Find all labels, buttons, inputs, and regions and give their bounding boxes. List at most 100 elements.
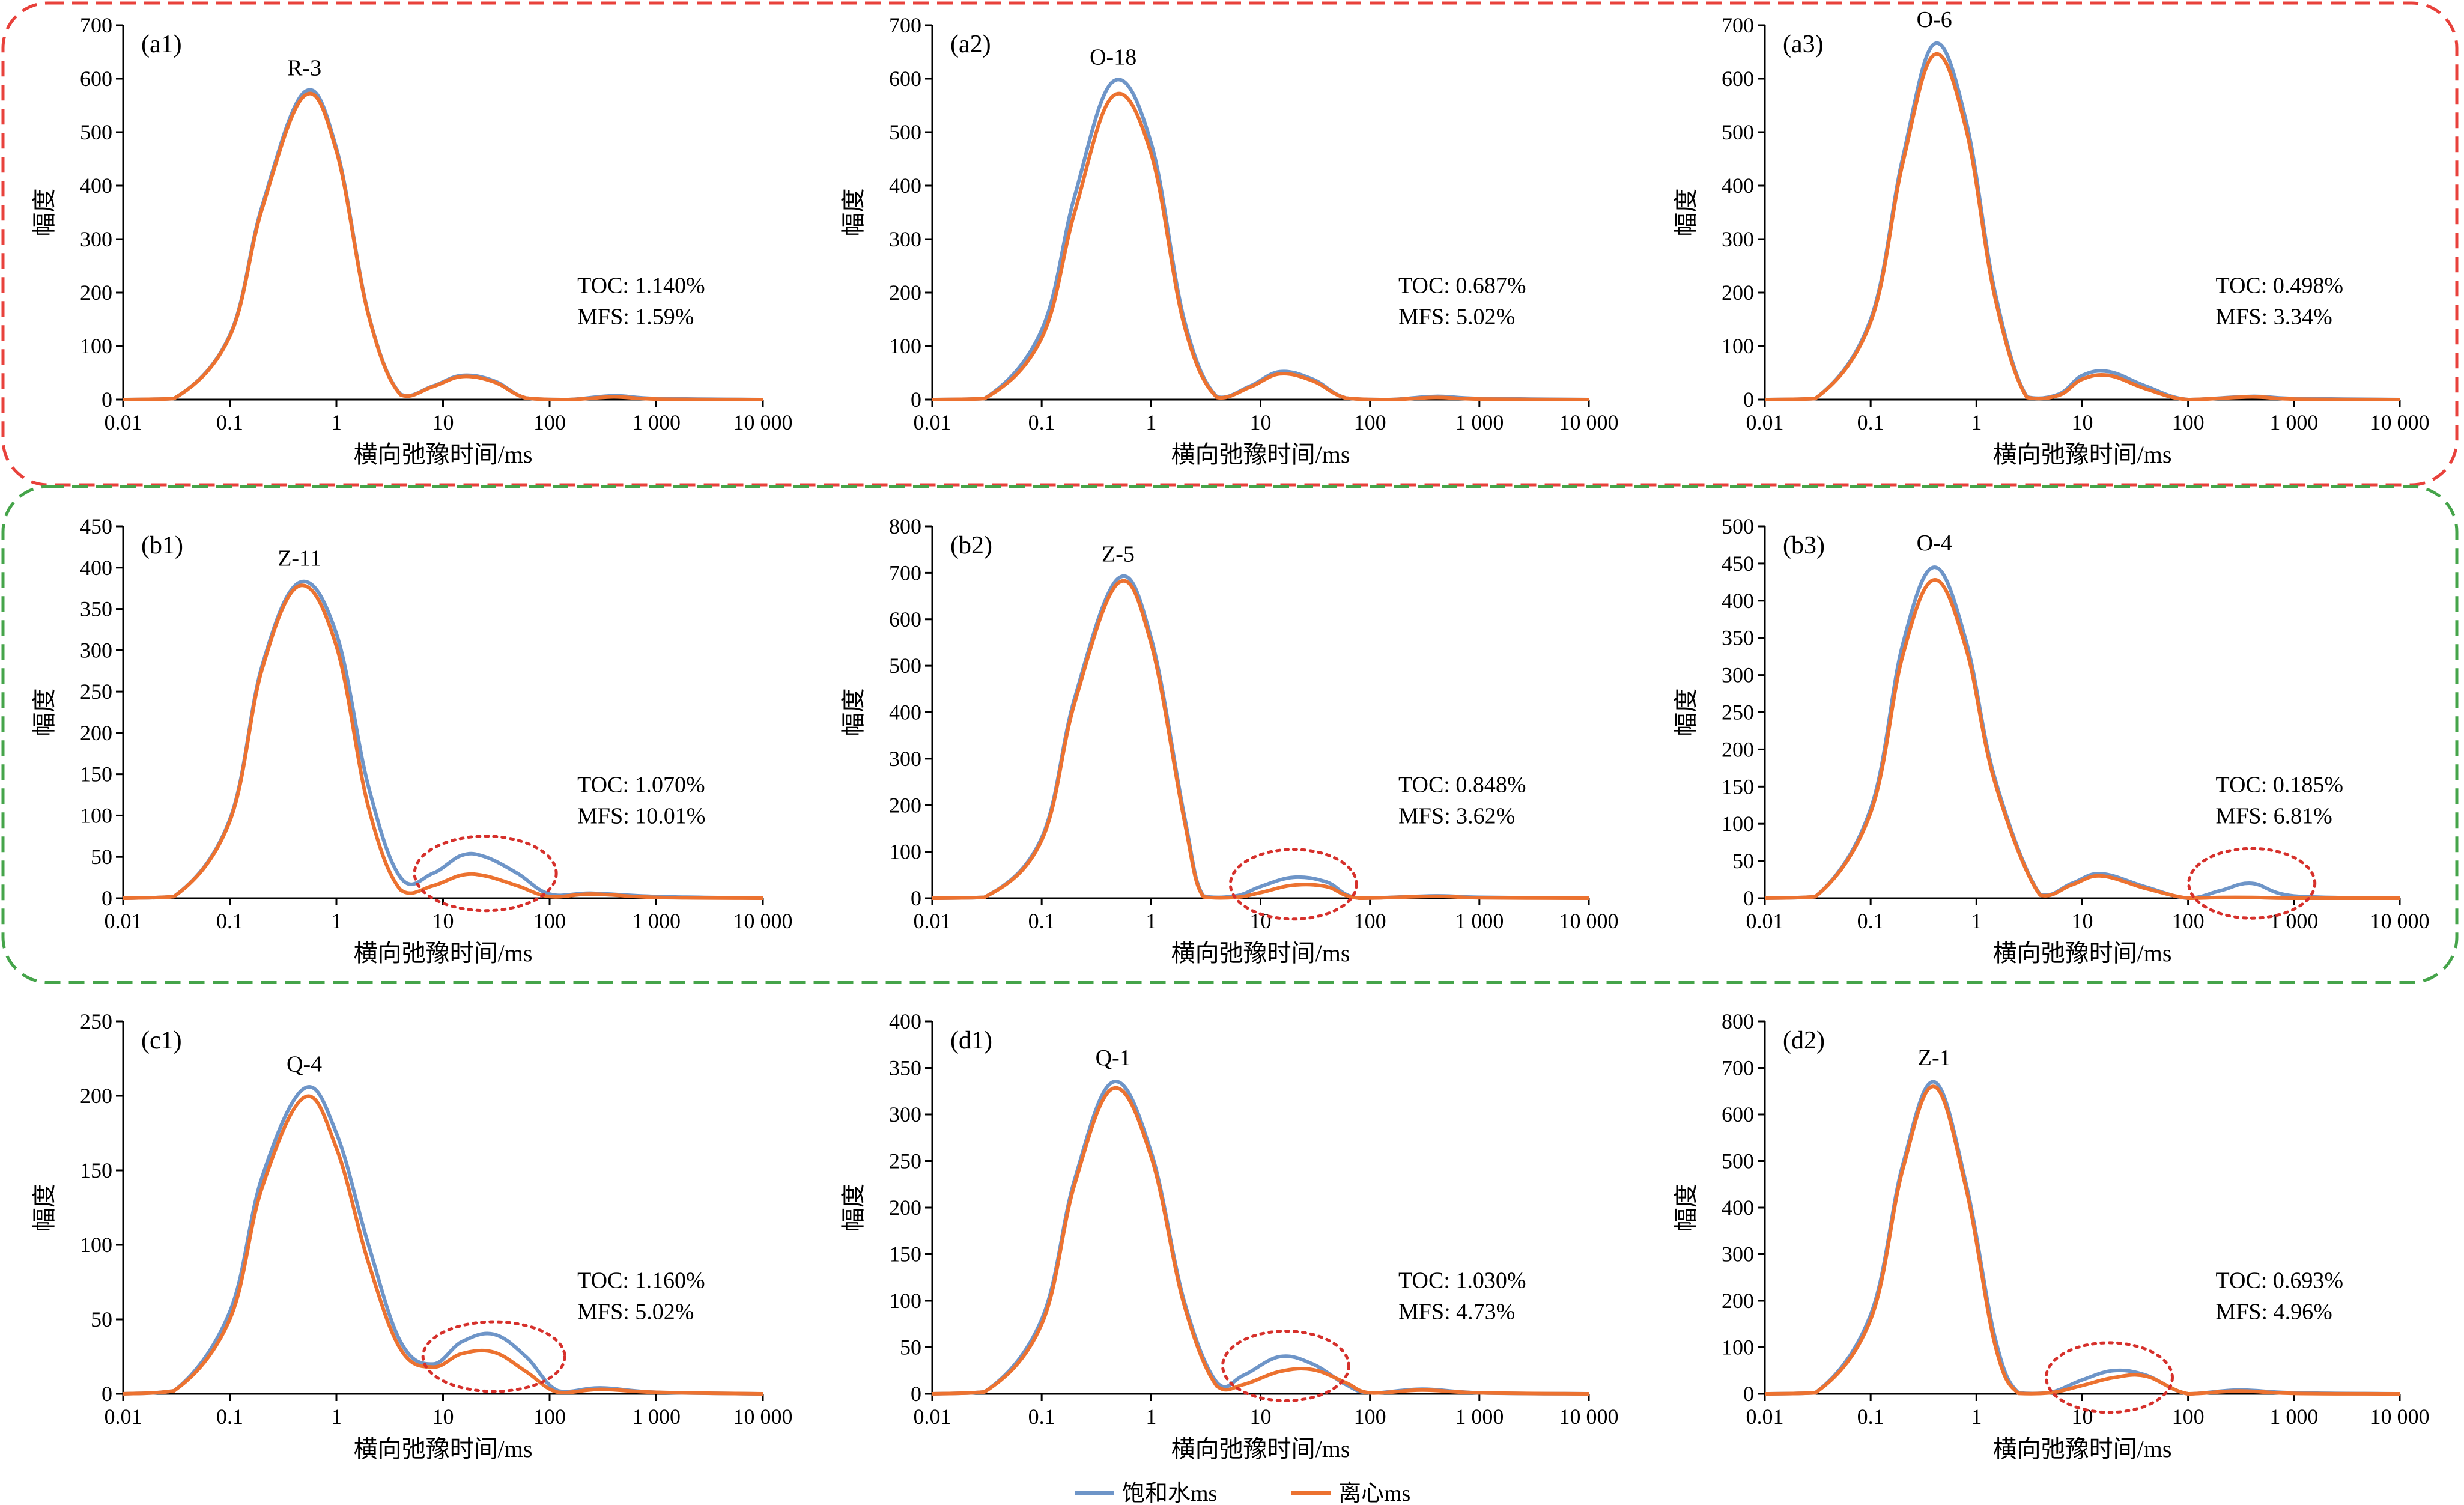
panel-label: (b3) <box>1783 532 1825 559</box>
x-tick-label: 10 000 <box>1559 410 1619 434</box>
y-tick-label: 500 <box>1722 120 1754 144</box>
group-box-b <box>1 485 2459 984</box>
mfs-note: MFS: 5.02% <box>577 1299 694 1324</box>
y-tick-label: 400 <box>80 174 112 198</box>
x-tick-label: 0.01 <box>105 909 142 933</box>
x-tick-label: 0.1 <box>216 909 243 933</box>
x-tick-label: 10 000 <box>733 909 793 933</box>
y-tick-label: 350 <box>1722 626 1754 650</box>
y-axis-title: 幅度 <box>840 189 867 237</box>
x-tick-label: 1 000 <box>2269 410 2318 434</box>
x-tick-label: 0.01 <box>1746 410 1784 434</box>
legend: 饱和水ms 离心ms <box>1075 1481 1410 1505</box>
y-axis-title: 幅度 <box>1672 189 1699 237</box>
y-tick-label: 500 <box>1722 514 1754 538</box>
y-tick-label: 0 <box>102 1382 112 1406</box>
sample-label: Q-4 <box>287 1052 322 1077</box>
y-tick-label: 150 <box>80 1158 112 1182</box>
y-tick-label: 200 <box>889 793 921 817</box>
y-tick-label: 150 <box>80 762 112 786</box>
toc-note: TOC: 1.070% <box>577 773 705 798</box>
x-tick-label: 1 <box>331 410 342 434</box>
y-tick-label: 200 <box>889 1196 921 1220</box>
toc-note: TOC: 1.140% <box>577 273 705 298</box>
x-tick-label: 1 000 <box>632 1405 681 1429</box>
sample-label: Z-5 <box>1102 542 1135 567</box>
series-line-saturated <box>123 1085 763 1396</box>
x-tick-label: 10 <box>1250 410 1272 434</box>
y-tick-label: 300 <box>80 638 112 662</box>
x-tick-label: 10 000 <box>1559 909 1619 933</box>
x-tick-label: 1 <box>331 1405 342 1429</box>
toc-note: TOC: 0.848% <box>1398 773 1526 798</box>
y-axis-title: 幅度 <box>31 189 58 237</box>
y-tick-label: 100 <box>1722 334 1754 358</box>
y-tick-label: 300 <box>889 747 921 771</box>
x-tick-label: 1 000 <box>2269 1405 2318 1429</box>
y-axis-title: 幅度 <box>1672 689 1699 737</box>
x-tick-label: 1 <box>1971 1405 1982 1429</box>
y-tick-label: 200 <box>1722 1289 1754 1313</box>
y-tick-label: 600 <box>889 67 921 91</box>
toc-note: TOC: 1.160% <box>577 1268 705 1293</box>
y-tick-label: 800 <box>1722 1009 1754 1033</box>
y-tick-label: 400 <box>889 701 921 725</box>
x-tick-label: 10 000 <box>733 1405 793 1429</box>
toc-note: TOC: 1.030% <box>1398 1268 1526 1293</box>
x-tick-label: 100 <box>1354 1405 1386 1429</box>
series-line-saturated <box>1764 1080 2400 1396</box>
y-tick-label: 500 <box>80 120 112 144</box>
y-tick-label: 400 <box>1722 174 1754 198</box>
y-axis-title: 幅度 <box>31 1184 58 1232</box>
y-tick-label: 800 <box>889 514 921 538</box>
series-line-centrifuge <box>1764 578 2400 901</box>
x-tick-label: 0.1 <box>1028 410 1055 434</box>
x-tick-label: 1 <box>331 909 342 933</box>
series-line-saturated <box>1764 565 2400 900</box>
mfs-note: MFS: 10.01% <box>577 804 705 829</box>
y-tick-label: 150 <box>889 1242 921 1266</box>
x-tick-label: 100 <box>533 410 566 434</box>
y-tick-label: 600 <box>1722 1102 1754 1126</box>
group-box-a <box>1 1 2459 487</box>
y-tick-label: 300 <box>889 1102 921 1126</box>
series-line-centrifuge <box>1764 52 2400 401</box>
series-line-centrifuge <box>123 583 763 900</box>
y-tick-label: 350 <box>889 1056 921 1080</box>
y-tick-label: 500 <box>1722 1149 1754 1173</box>
y-tick-label: 700 <box>1722 13 1754 37</box>
panel-b3: 0 50 100 150 200 250 300 350 400 450 500 0.01 0.1 1 10… <box>1672 514 2430 967</box>
series-line-centrifuge <box>123 1094 763 1396</box>
y-tick-label: 200 <box>1722 281 1754 305</box>
y-tick-label: 0 <box>102 388 112 412</box>
mfs-note: MFS: 4.73% <box>1398 1299 1515 1324</box>
x-tick-label: 0.01 <box>914 410 951 434</box>
y-tick-label: 150 <box>1722 774 1754 798</box>
y-tick-label: 600 <box>1722 67 1754 91</box>
sample-label: O-4 <box>1917 531 1952 556</box>
y-tick-label: 200 <box>889 281 921 305</box>
y-tick-label: 450 <box>1722 552 1754 576</box>
y-tick-label: 450 <box>80 514 112 538</box>
x-tick-label: 1 <box>1146 410 1156 434</box>
y-tick-label: 50 <box>91 845 112 869</box>
y-tick-label: 300 <box>1722 227 1754 251</box>
x-tick-label: 1 000 <box>2269 909 2318 933</box>
x-tick-label: 1 <box>1971 410 1982 434</box>
x-tick-label: 0.01 <box>1746 909 1784 933</box>
y-tick-label: 500 <box>889 654 921 678</box>
toc-note: TOC: 0.687% <box>1398 273 1526 298</box>
group-boxes <box>1 1 2459 984</box>
x-tick-label: 10 000 <box>2370 909 2430 933</box>
x-tick-label: 0.1 <box>216 1405 243 1429</box>
toc-note: TOC: 0.693% <box>2215 1268 2343 1293</box>
y-tick-label: 100 <box>1722 1336 1754 1360</box>
y-tick-label: 700 <box>889 561 921 585</box>
panel-label: (b2) <box>950 532 992 559</box>
x-tick-label: 100 <box>2172 410 2205 434</box>
y-tick-label: 100 <box>80 334 112 358</box>
toc-note: TOC: 0.498% <box>2215 273 2343 298</box>
y-tick-label: 0 <box>1743 1382 1754 1406</box>
sample-label: Q-1 <box>1096 1045 1131 1071</box>
y-tick-label: 0 <box>911 1382 921 1406</box>
